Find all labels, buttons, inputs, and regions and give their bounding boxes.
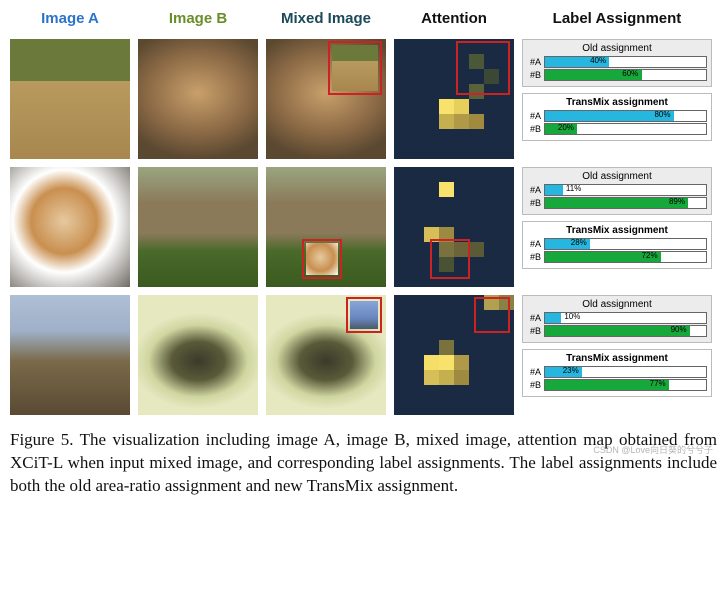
- figure-grid: Image A Image B Mixed Image Attention Label …: [10, 10, 717, 415]
- image-thumbnail: [138, 39, 258, 159]
- label-assignment-column: Old assignment#A10%#B90% TransMix assignm…: [522, 295, 712, 397]
- column-header: Image B: [138, 10, 258, 31]
- label-assignment-column: Old assignment#A11%#B89% TransMix assignm…: [522, 167, 712, 269]
- mix-patch-box: [328, 41, 382, 95]
- figure-caption: Figure 5. The visualization including im…: [10, 429, 717, 498]
- image-thumbnail: [266, 39, 386, 159]
- label-assignment-panel: Old assignment#A40%#B60%: [522, 39, 712, 87]
- image-thumbnail: [266, 295, 386, 415]
- label-assignment-panel: TransMix assignment#A80%#B20%: [522, 93, 712, 141]
- label-assignment-panel: Old assignment#A10%#B90%: [522, 295, 712, 343]
- image-thumbnail: [266, 167, 386, 287]
- attention-map: [394, 39, 514, 159]
- column-header: Mixed Image: [266, 10, 386, 31]
- column-header: Attention: [394, 10, 514, 31]
- image-thumbnail: [138, 167, 258, 287]
- attention-map: [394, 295, 514, 415]
- mix-patch-box: [346, 297, 382, 333]
- label-assignment-panel: Old assignment#A11%#B89%: [522, 167, 712, 215]
- label-assignment-column: Old assignment#A40%#B60% TransMix assignm…: [522, 39, 712, 141]
- mix-patch-box: [302, 239, 342, 279]
- watermark: CSDN @Love向日葵的兮兮子: [593, 443, 713, 456]
- image-thumbnail: [10, 295, 130, 415]
- label-assignment-panel: TransMix assignment#A28%#B72%: [522, 221, 712, 269]
- image-thumbnail: [10, 39, 130, 159]
- label-assignment-panel: TransMix assignment#A23%#B77%: [522, 349, 712, 397]
- attention-map: [394, 167, 514, 287]
- column-header: Image A: [10, 10, 130, 31]
- column-header: Label Assignment: [522, 10, 712, 31]
- image-thumbnail: [138, 295, 258, 415]
- image-thumbnail: [10, 167, 130, 287]
